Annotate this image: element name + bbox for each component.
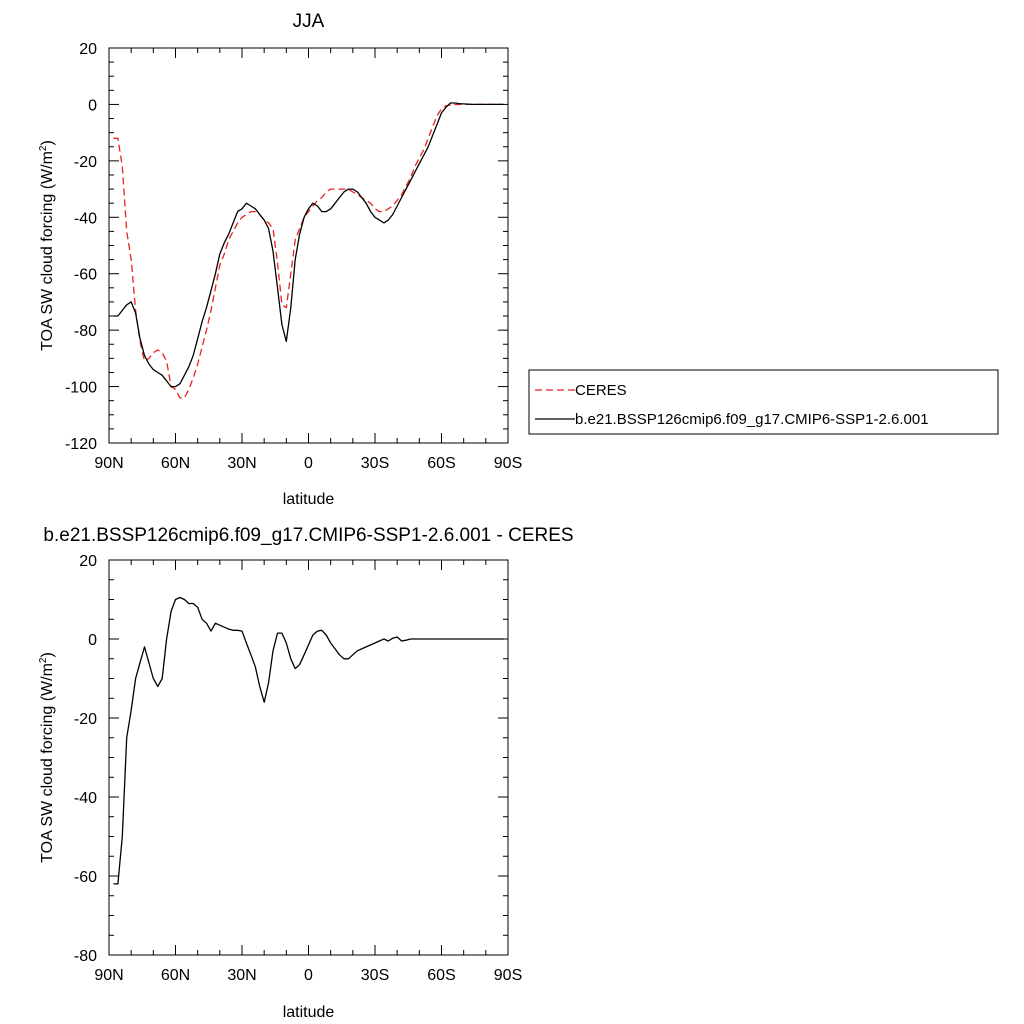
y-tick-label: -20 xyxy=(74,154,97,171)
y-axis-label: TOA SW cloud forcing (W/m2) xyxy=(38,652,56,863)
y-tick-label: -60 xyxy=(74,267,97,284)
y-tick-label: -120 xyxy=(65,436,97,453)
x-tick-label: 90S xyxy=(494,455,522,472)
x-tick-label: 30S xyxy=(361,967,389,984)
legend-label: CERES xyxy=(575,382,627,399)
series-line-ceres xyxy=(113,103,504,399)
x-tick-label: 30N xyxy=(227,455,256,472)
y-tick-label: -60 xyxy=(74,869,97,886)
series-line-model xyxy=(113,102,504,388)
x-tick-label: 60N xyxy=(161,455,190,472)
y-tick-label: -40 xyxy=(74,210,97,227)
y-axis-label: TOA SW cloud forcing (W/m2) xyxy=(38,140,56,351)
legend-box xyxy=(528,369,999,435)
x-tick-label: 30N xyxy=(227,967,256,984)
x-tick-label: 90N xyxy=(94,455,123,472)
y-tick-label: -80 xyxy=(74,948,97,965)
plot-frame xyxy=(108,559,509,956)
panel-jja: JJA 90N 60N 30N 0 30S 60S 90S -120 -100 -80 -60 -40 -… xyxy=(38,11,999,508)
x-tick-label: 30S xyxy=(361,455,389,472)
chart-title: JJA xyxy=(293,11,325,32)
x-tick-label: 0 xyxy=(304,967,313,984)
chart-title: b.e21.BSSP126cmip6.f09_g17.CMIP6-SSP1-2.… xyxy=(43,525,573,546)
y-tick-label: 0 xyxy=(88,632,97,649)
x-tick-label: 60N xyxy=(161,967,190,984)
y-tick-label: 20 xyxy=(79,41,97,58)
x-tick-label: 60S xyxy=(427,967,455,984)
x-tick-label: 60S xyxy=(427,455,455,472)
y-tick-label: 20 xyxy=(79,553,97,570)
series-line-difference xyxy=(113,596,504,885)
y-tick-label: -20 xyxy=(74,711,97,728)
x-tick-label: 90N xyxy=(94,967,123,984)
x-axis-label: latitude xyxy=(283,491,335,508)
y-tick-label: -100 xyxy=(65,380,97,397)
y-tick-label: -40 xyxy=(74,790,97,807)
legend-label: b.e21.BSSP126cmip6.f09_g17.CMIP6-SSP1-2.… xyxy=(575,411,929,428)
y-tick-label: 0 xyxy=(88,97,97,114)
x-axis-label: latitude xyxy=(283,1004,335,1021)
y-tick-label: -80 xyxy=(74,323,97,340)
panel-difference: b.e21.BSSP126cmip6.f09_g17.CMIP6-SSP1-2.… xyxy=(38,525,574,1021)
legend: CERES b.e21.BSSP126cmip6.f09_g17.CMIP6-SS… xyxy=(528,369,999,435)
x-tick-label: 0 xyxy=(304,455,313,472)
x-tick-label: 90S xyxy=(494,967,522,984)
